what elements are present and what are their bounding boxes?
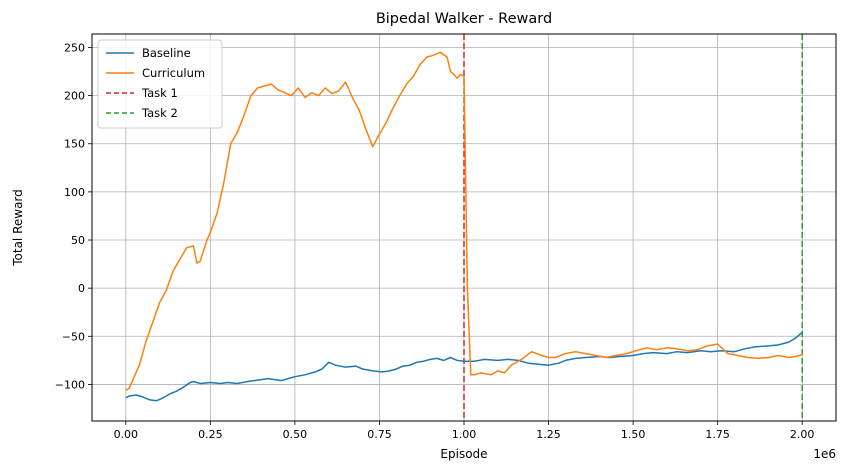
curriculum-series-line <box>125 51 803 391</box>
baseline-series-line <box>125 331 803 402</box>
x-tick-label: 0.75 <box>367 428 392 441</box>
chart-title: Bipedal Walker - Reward <box>376 11 552 27</box>
x-tick-label: 0.00 <box>114 428 139 441</box>
series-layer <box>125 51 803 402</box>
x-tick-label: 1.00 <box>452 428 477 441</box>
y-tick-label: −50 <box>62 330 85 343</box>
x-tick-label: 1.75 <box>705 428 730 441</box>
y-axis-label: Total Reward <box>11 189 25 267</box>
y-tick-label: 0 <box>78 282 85 295</box>
legend: Baseline Curriculum Task 1 Task 2 <box>97 39 223 129</box>
x-tick-label: 0.25 <box>198 428 223 441</box>
y-tick-label: 100 <box>64 186 85 199</box>
y-tick-label: 150 <box>64 138 85 151</box>
tick-layer: 0.00 0.25 0.50 0.75 1.00 1.25 1.50 1.75 2.00 −100… <box>55 41 815 441</box>
x-tick-label: 1.50 <box>621 428 646 441</box>
x-tick-label: 1.25 <box>536 428 561 441</box>
x-axis-label: Episode <box>440 447 487 461</box>
y-tick-label: 250 <box>64 41 85 54</box>
legend-label: Task 2 <box>141 106 178 120</box>
x-axis-offset-label: 1e6 <box>813 447 836 461</box>
legend-label: Baseline <box>142 46 191 60</box>
legend-label: Task 1 <box>141 86 178 100</box>
legend-label: Curriculum <box>142 66 205 80</box>
x-tick-label: 2.00 <box>790 428 815 441</box>
y-tick-label: 200 <box>64 90 85 103</box>
y-tick-label: 50 <box>71 234 85 247</box>
y-tick-label: −100 <box>55 378 85 391</box>
x-tick-label: 0.50 <box>283 428 308 441</box>
legend-box <box>97 39 223 129</box>
